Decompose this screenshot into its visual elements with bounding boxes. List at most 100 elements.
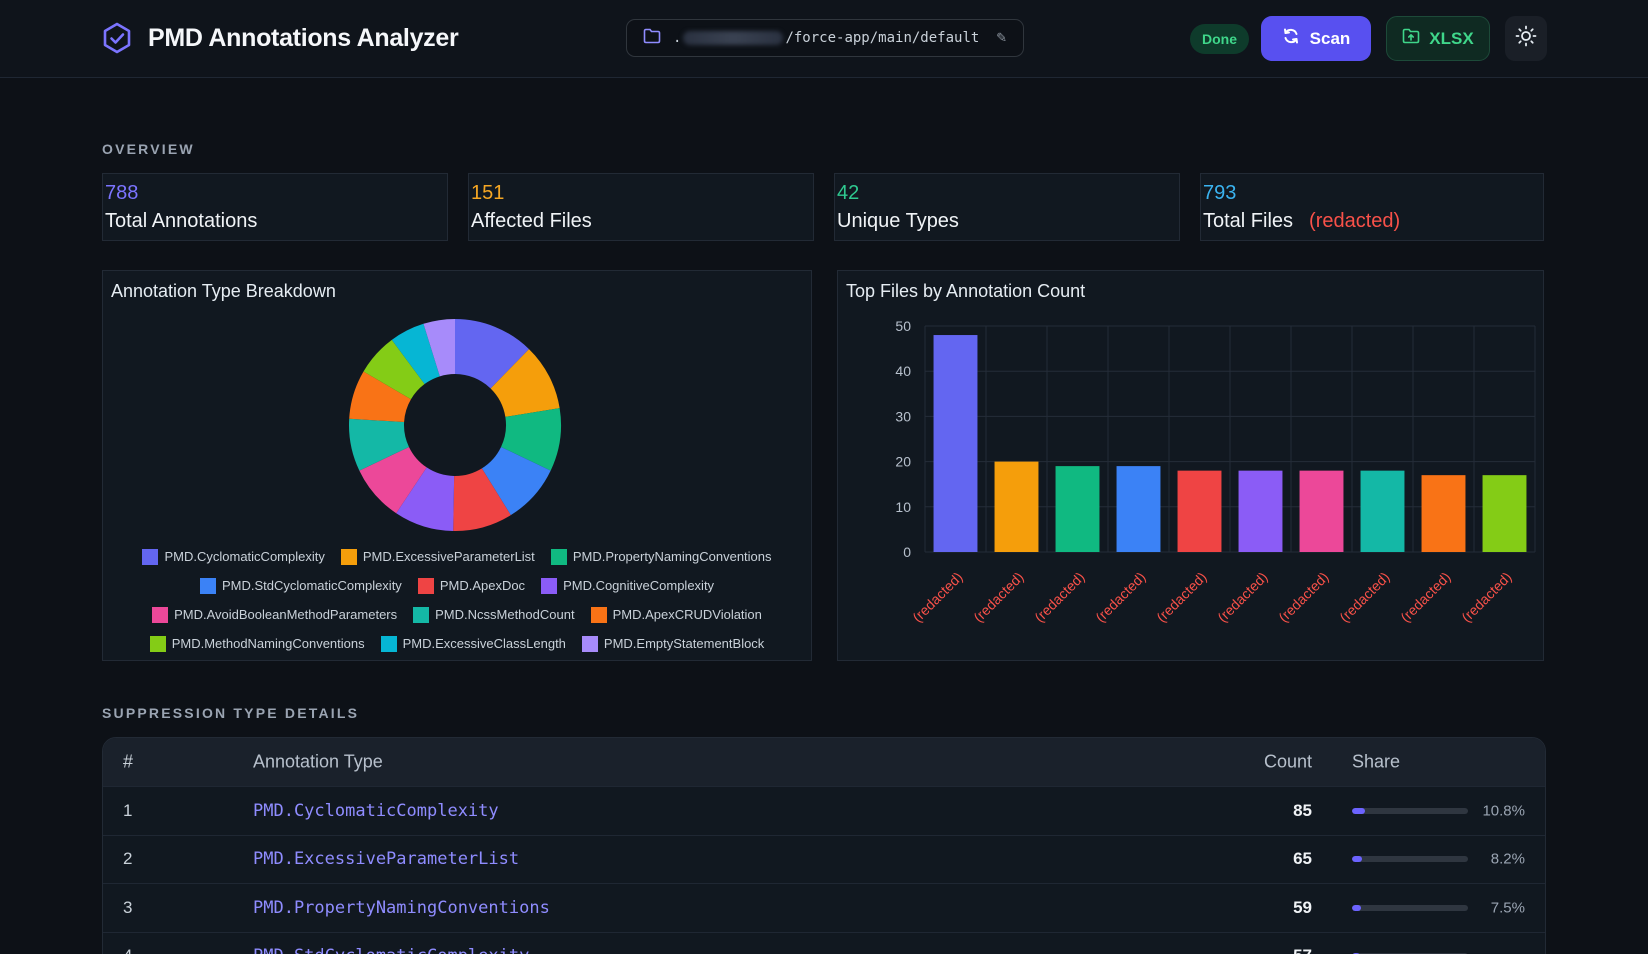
x-tick-label: (redacted) (1275, 569, 1331, 625)
legend-label: PMD.StdCyclomaticComplexity (221, 578, 402, 593)
bar[interactable] (1177, 470, 1222, 552)
donut-slice[interactable] (349, 371, 411, 423)
y-tick-label: 0 (903, 544, 911, 560)
legend-label: PMD.ApexDoc (439, 578, 526, 593)
pencil-icon[interactable]: ✎ (996, 30, 1007, 45)
legend-item[interactable]: PMD.CyclomaticComplexity (142, 548, 325, 565)
donut-slice[interactable] (481, 446, 551, 516)
bar[interactable] (1116, 466, 1161, 552)
legend-item[interactable]: PMD.ExcessiveClassLength (380, 635, 566, 652)
table-row[interactable]: 2 PMD.ExcessiveParameterList 65 8.2% (103, 834, 1545, 884)
row-share: 7.5% (1490, 899, 1525, 917)
legend-swatch (550, 548, 567, 565)
y-tick-label: 40 (895, 363, 911, 379)
redacted-path-segment (683, 31, 784, 45)
stat-label: Total Annotations (105, 210, 258, 232)
legend-row: PMD.CyclomaticComplexity PMD.ExcessivePar… (103, 542, 811, 571)
legend-swatch (142, 548, 159, 565)
row-annotation-type[interactable]: PMD.CyclomaticComplexity (253, 800, 499, 821)
legend-item[interactable]: PMD.EmptyStatementBlock (581, 635, 765, 652)
row-num: 2 (123, 849, 133, 869)
y-tick-label: 10 (895, 499, 911, 515)
legend-item[interactable]: PMD.ExcessiveParameterList (340, 548, 535, 565)
bar[interactable] (1238, 470, 1283, 552)
donut-slice[interactable] (396, 467, 455, 531)
shield-check-icon (102, 22, 132, 54)
donut-slice[interactable] (359, 446, 427, 514)
table-body: 1 PMD.CyclomaticComplexity 85 10.8% 2 PMD.Exc… (103, 786, 1545, 954)
table-row[interactable]: 3 PMD.PropertyNamingConventions 59 7.5% (103, 883, 1545, 932)
folder-export-icon (1402, 28, 1420, 49)
legend-swatch (380, 635, 397, 652)
donut-legend: PMD.CyclomaticComplexity PMD.ExcessivePar… (103, 542, 811, 658)
bar[interactable] (994, 461, 1039, 552)
legend-item[interactable]: PMD.PropertyNamingConventions (550, 548, 772, 565)
bar[interactable] (1360, 470, 1405, 552)
header-type[interactable]: Annotation Type (253, 751, 383, 772)
stat-card-total-annotations: 788 Total Annotations (102, 173, 448, 241)
bar[interactable] (1055, 466, 1100, 552)
legend-item[interactable]: PMD.MethodNamingConventions (149, 635, 365, 652)
legend-item[interactable]: PMD.ApexDoc (417, 577, 526, 594)
legend-swatch (590, 606, 607, 623)
donut-slice[interactable] (501, 408, 561, 471)
donut-chart (349, 319, 561, 531)
stat-card-unique-types: 42 Unique Types (834, 173, 1180, 241)
scan-button[interactable]: Scan (1261, 16, 1371, 61)
status-badge: Done (1190, 24, 1249, 54)
header-num: # (123, 751, 134, 772)
bar[interactable] (1482, 475, 1527, 552)
legend-item[interactable]: PMD.ApexCRUDViolation (590, 606, 762, 623)
donut-slice[interactable] (349, 418, 409, 471)
xlsx-button-label: XLSX (1429, 28, 1474, 48)
share-bar (1352, 807, 1468, 814)
legend-swatch (149, 635, 166, 652)
legend-row: PMD.StdCyclomaticComplexity PMD.ApexDoc PM… (103, 571, 811, 600)
y-tick-label: 20 (895, 454, 911, 470)
x-tick-label: (redacted) (1031, 569, 1087, 625)
donut-slice[interactable] (363, 339, 425, 400)
stat-value: 793 (1203, 182, 1237, 204)
header-share[interactable]: Share (1352, 751, 1401, 772)
row-count: 59 (1293, 897, 1312, 917)
donut-slice[interactable] (423, 319, 455, 377)
stat-label: Unique Types (837, 210, 959, 232)
donut-slice[interactable] (455, 319, 530, 389)
legend-row: PMD.MethodNamingConventions PMD.Excessive… (103, 629, 811, 658)
legend-label: PMD.EmptyStatementBlock (603, 636, 765, 651)
suppression-section-label: SUPPRESSION TYPE DETAILS (102, 705, 360, 721)
table-row[interactable]: 4 PMD.StdCyclomaticComplexity 57 (103, 931, 1545, 954)
path-prefix: . (673, 30, 682, 46)
donut-slice[interactable] (490, 349, 560, 417)
y-tick-label: 50 (895, 318, 911, 334)
bar[interactable] (1421, 475, 1466, 552)
folder-icon (643, 28, 661, 49)
legend-label: PMD.AvoidBooleanMethodParameters (174, 607, 398, 622)
project-path-field[interactable]: . /force-app/main/default ✎ (626, 19, 1024, 57)
table-row[interactable]: 1 PMD.CyclomaticComplexity 85 10.8% (103, 786, 1545, 835)
legend-swatch (417, 577, 434, 594)
row-annotation-type[interactable]: PMD.ExcessiveParameterList (253, 849, 520, 870)
legend-item[interactable]: PMD.CognitiveComplexity (541, 577, 714, 594)
legend-swatch (413, 606, 430, 623)
legend-item[interactable]: PMD.NcssMethodCount (413, 606, 575, 623)
donut-slice[interactable] (453, 468, 511, 531)
header-count[interactable]: Count (1263, 751, 1312, 772)
x-tick-label: (redacted) (1153, 569, 1209, 625)
row-annotation-type[interactable]: PMD.PropertyNamingConventions (253, 897, 550, 918)
legend-item[interactable]: PMD.StdCyclomaticComplexity (199, 577, 402, 594)
legend-label: PMD.NcssMethodCount (435, 607, 575, 622)
legend-label: PMD.MethodNamingConventions (171, 636, 365, 651)
export-xlsx-button[interactable]: XLSX (1386, 16, 1490, 61)
donut-slice[interactable] (391, 323, 440, 385)
share-bar-fill (1352, 856, 1362, 863)
bar[interactable] (933, 335, 978, 552)
legend-item[interactable]: PMD.AvoidBooleanMethodParameters (152, 606, 398, 623)
bar[interactable] (1299, 470, 1344, 552)
row-annotation-type[interactable]: PMD.StdCyclomaticComplexity (253, 946, 529, 954)
theme-toggle-button[interactable] (1505, 16, 1547, 61)
legend-label: PMD.PropertyNamingConventions (572, 549, 772, 564)
x-tick-label: (redacted) (1458, 569, 1514, 625)
row-count: 85 (1293, 800, 1312, 820)
